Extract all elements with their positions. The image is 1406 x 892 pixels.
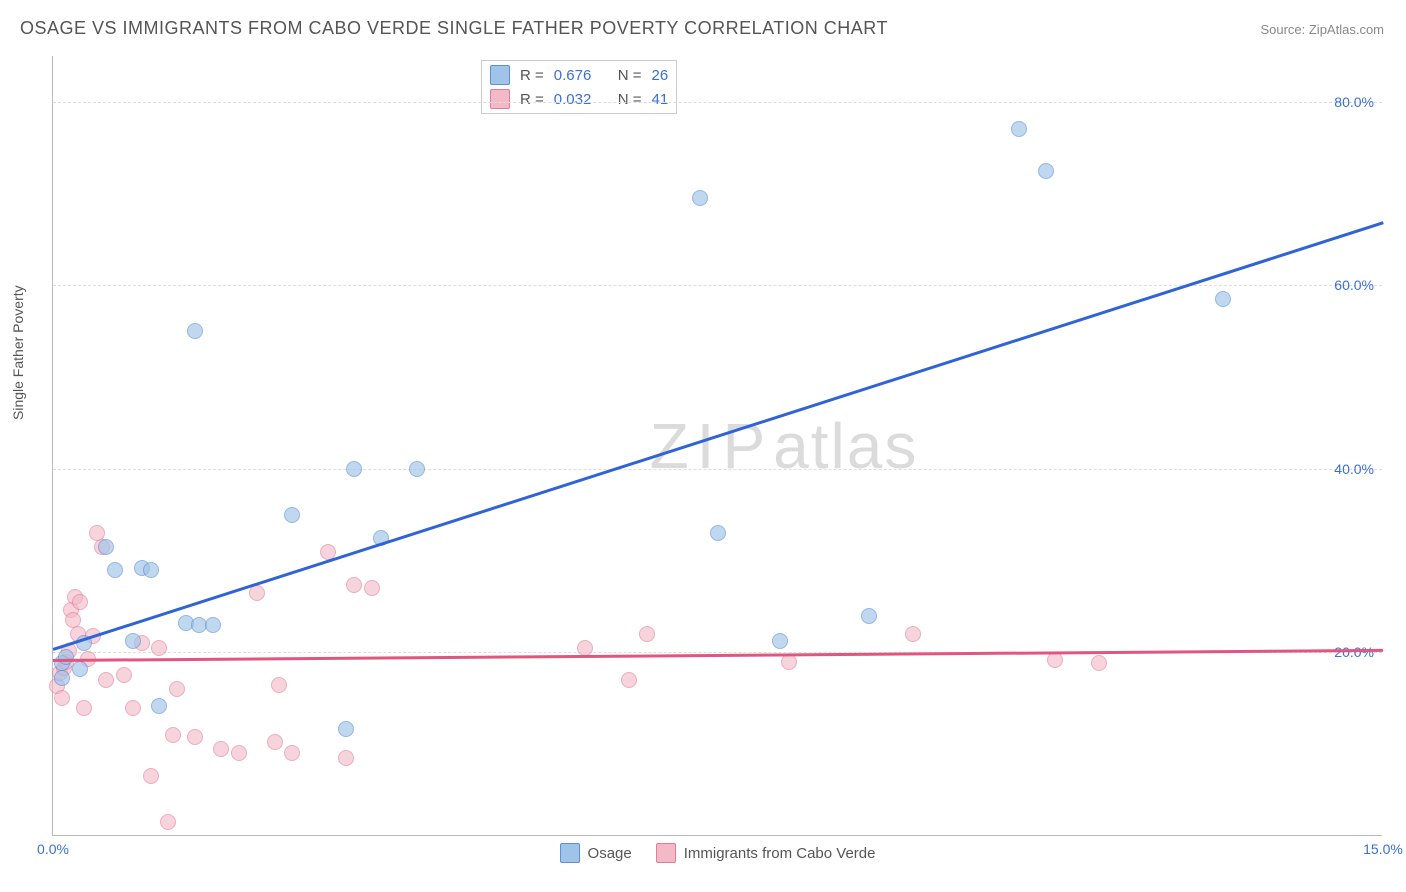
scatter-point [165, 727, 181, 743]
scatter-point [107, 562, 123, 578]
scatter-point [125, 700, 141, 716]
scatter-point [267, 734, 283, 750]
scatter-point [205, 617, 221, 633]
legend-label: Osage [588, 845, 632, 862]
scatter-point [125, 633, 141, 649]
scatter-point [781, 654, 797, 670]
stat-n-label: N = [618, 67, 642, 84]
legend-swatch [656, 843, 676, 863]
stat-r-label: R = [520, 67, 544, 84]
scatter-point [98, 672, 114, 688]
scatter-point [271, 677, 287, 693]
scatter-point [1215, 291, 1231, 307]
scatter-chart: ZIPatlas R =0.676N =26R =0.032N =41 Osag… [52, 56, 1382, 836]
scatter-point [772, 633, 788, 649]
stat-r-label: R = [520, 91, 544, 108]
scatter-point [346, 577, 362, 593]
scatter-point [160, 814, 176, 830]
scatter-point [58, 649, 74, 665]
scatter-point [1038, 163, 1054, 179]
scatter-point [346, 461, 362, 477]
y-tick-label: 80.0% [1334, 94, 1374, 110]
gridline [53, 469, 1382, 470]
scatter-point [187, 729, 203, 745]
chart-title: OSAGE VS IMMIGRANTS FROM CABO VERDE SING… [20, 18, 888, 39]
scatter-point [338, 750, 354, 766]
scatter-point [151, 698, 167, 714]
scatter-point [1091, 655, 1107, 671]
stat-r-value: 0.676 [554, 67, 608, 84]
scatter-point [72, 661, 88, 677]
series-swatch [490, 65, 510, 85]
scatter-point [905, 626, 921, 642]
scatter-point [284, 507, 300, 523]
scatter-point [151, 640, 167, 656]
scatter-point [187, 323, 203, 339]
stat-n-label: N = [618, 91, 642, 108]
scatter-point [76, 700, 92, 716]
stats-row: R = 0.032 N = 41 [490, 87, 668, 111]
scatter-point [621, 672, 637, 688]
scatter-point [710, 525, 726, 541]
scatter-point [98, 539, 114, 555]
stats-row: R = 0.676 N = 26 [490, 63, 668, 87]
scatter-point [143, 768, 159, 784]
scatter-point [54, 670, 70, 686]
scatter-point [249, 585, 265, 601]
y-tick-label: 40.0% [1334, 461, 1374, 477]
series-swatch [490, 89, 510, 109]
scatter-point [54, 690, 70, 706]
y-axis-label: Single Father Poverty [10, 285, 26, 420]
scatter-point [116, 667, 132, 683]
scatter-point [639, 626, 655, 642]
stat-n-value: 26 [652, 67, 669, 84]
stat-r-value: 0.032 [554, 91, 608, 108]
scatter-point [72, 594, 88, 610]
trend-line [53, 649, 1383, 662]
stat-n-value: 41 [652, 91, 669, 108]
gridline [53, 102, 1382, 103]
scatter-point [364, 580, 380, 596]
scatter-point [692, 190, 708, 206]
scatter-point [577, 640, 593, 656]
scatter-point [1011, 121, 1027, 137]
scatter-point [169, 681, 185, 697]
scatter-point [284, 745, 300, 761]
scatter-point [1047, 652, 1063, 668]
scatter-point [143, 562, 159, 578]
x-tick-label: 15.0% [1363, 841, 1403, 857]
legend-item: Osage [560, 843, 632, 863]
y-tick-label: 20.0% [1334, 644, 1374, 660]
scatter-point [338, 721, 354, 737]
legend-label: Immigrants from Cabo Verde [684, 845, 876, 862]
scatter-point [213, 741, 229, 757]
legend-swatch [560, 843, 580, 863]
scatter-point [409, 461, 425, 477]
bottom-legend: Osage Immigrants from Cabo Verde [560, 843, 876, 863]
legend-item: Immigrants from Cabo Verde [656, 843, 876, 863]
y-tick-label: 60.0% [1334, 277, 1374, 293]
source-attribution: Source: ZipAtlas.com [1260, 22, 1384, 37]
scatter-point [861, 608, 877, 624]
stats-legend-box: R = 0.676 N = 26 R = 0.032 N = 41 [481, 60, 677, 114]
scatter-point [231, 745, 247, 761]
x-tick-label: 0.0% [37, 841, 69, 857]
